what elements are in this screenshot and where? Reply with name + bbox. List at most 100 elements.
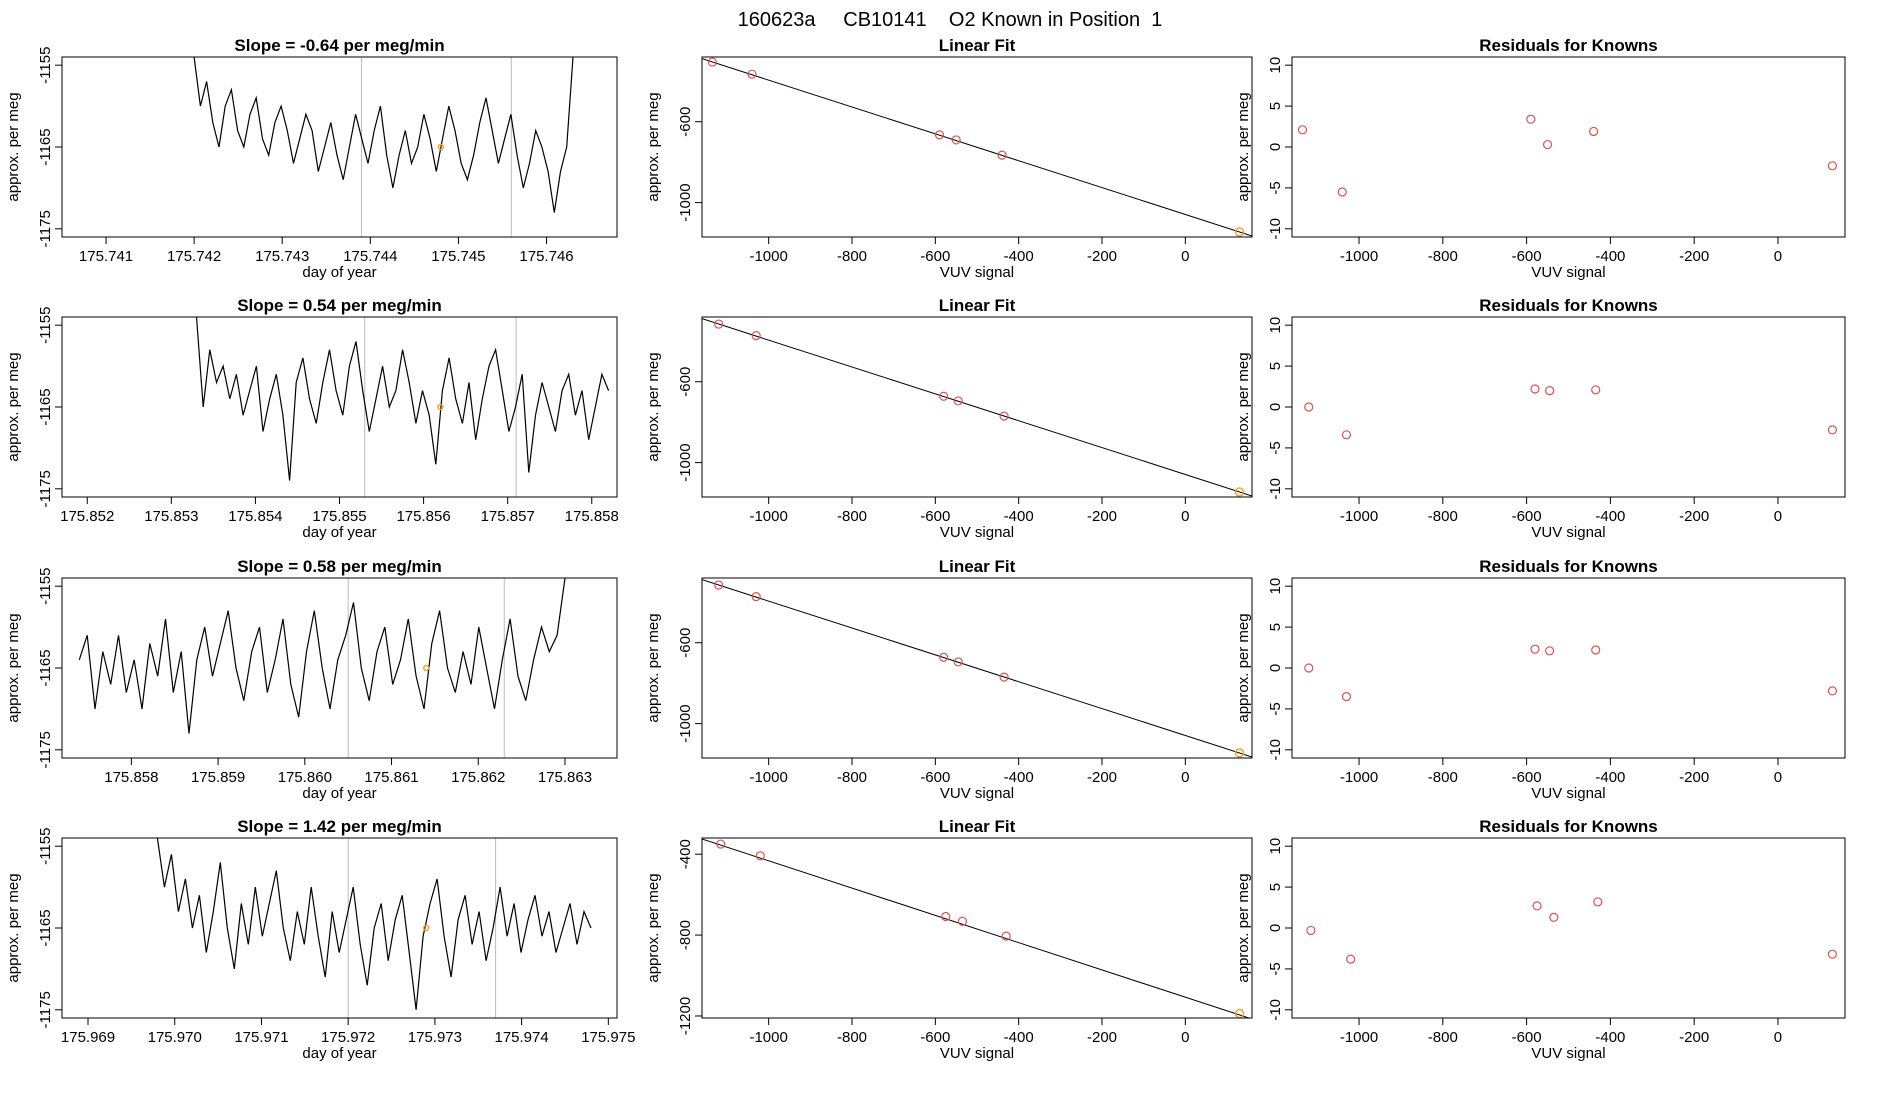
x-tick-label: -200 (1087, 508, 1117, 525)
data-point (1297, 125, 1308, 135)
y-tick-label: -5 (1267, 441, 1284, 454)
y-tick-label: -1165 (37, 909, 54, 946)
x-tick-label: 0 (1774, 248, 1782, 265)
data-point (1591, 385, 1601, 395)
x-tick-label: 175.975 (581, 1029, 635, 1046)
panel-title: Linear Fit (939, 36, 1016, 55)
plot-frame (1291, 56, 1846, 238)
x-tick-label: -600 (1512, 1029, 1542, 1046)
data-point (1304, 663, 1314, 673)
x-tick-label: 175.970 (148, 1029, 202, 1046)
plot-area (1297, 114, 1838, 197)
y-tick-label: -10 (1267, 218, 1284, 240)
y-tick-label: -1000 (677, 183, 694, 221)
data-point (1304, 402, 1314, 412)
x-tick-label: -400 (1004, 248, 1034, 265)
panel-title: Residuals for Knowns (1479, 817, 1658, 836)
y-tick-label: 0 (1267, 143, 1284, 151)
x-tick-label: -200 (1679, 769, 1709, 786)
y-tick-label: -5 (1267, 962, 1284, 975)
data-point (1526, 114, 1536, 124)
plot-frame (1291, 577, 1846, 759)
data-point (714, 580, 724, 590)
x-tick-label: 175.744 (343, 248, 397, 265)
data-point (1346, 954, 1356, 964)
x-tick-label: -400 (1004, 508, 1034, 525)
y-tick-label: -1175 (37, 210, 54, 247)
trace-panel-r2: Slope = 0.54 per meg/min 175.852 175.853 17… (5, 296, 619, 541)
linear-fit-panel-r3: Linear Fit -1000 -800 -600 -400 -200 0 -600 -100… (645, 557, 1253, 802)
x-tick-label: -200 (1087, 769, 1117, 786)
x-tick-label: 0 (1181, 508, 1189, 525)
x-tick-label: 175.860 (278, 769, 332, 786)
y-axis-label: approx. per meg (1235, 352, 1252, 461)
x-axis-label: day of year (302, 1045, 376, 1062)
x-tick-label: -1000 (749, 1029, 787, 1046)
x-tick-label: -600 (1512, 769, 1542, 786)
data-point (941, 911, 951, 922)
trace-panel-r1: Slope = -0.64 per meg/min 175.741 175.742 1… (5, 36, 618, 281)
x-tick-label: 175.746 (519, 248, 573, 265)
x-tick-label: -400 (1004, 1029, 1034, 1046)
residuals-panel-r1: Residuals for Knowns-1000 -800 -600 -400 -20… (1235, 36, 1846, 281)
x-tick-label: 175.863 (538, 769, 592, 786)
highlight-point (422, 924, 430, 932)
highlight-point (437, 143, 445, 151)
data-point (999, 411, 1009, 421)
x-axis-label: VUV signal (940, 264, 1014, 281)
x-tick-label: -200 (1087, 248, 1117, 265)
x-tick-label: -400 (1595, 1029, 1625, 1046)
data-point (1591, 645, 1601, 655)
data-point (953, 657, 963, 667)
data-point (951, 135, 961, 145)
highlight-point (1234, 487, 1245, 497)
x-axis-label: VUV signal (940, 524, 1014, 541)
plot-frame (701, 577, 1253, 759)
linear-fit-panel-r2: Linear Fit -1000 -800 -600 -400 -200 0 -600 -100… (645, 296, 1253, 541)
panel-title: Residuals for Knowns (1479, 36, 1658, 55)
x-tick-label: -800 (837, 769, 867, 786)
data-point (1530, 644, 1540, 654)
y-tick-label: -1155 (37, 828, 54, 865)
x-tick-label: 175.858 (104, 769, 158, 786)
plot-area (702, 838, 1251, 1018)
y-axis-label: approx. per meg (5, 613, 22, 722)
plot-frame (61, 837, 618, 1019)
y-tick-label: 0 (1267, 924, 1284, 932)
x-tick-label: 175.859 (191, 769, 245, 786)
y-tick-label: 0 (1267, 403, 1284, 411)
y-tick-label: -600 (677, 367, 694, 397)
y-tick-label: 5 (1267, 883, 1284, 891)
fit-line (702, 318, 1252, 497)
y-tick-label: 10 (1267, 317, 1284, 334)
x-tick-label: 175.852 (60, 508, 114, 525)
linear-fit-panel-r4: Linear Fit -1000 -800 -600 -400 -200 0 -400 -800… (645, 817, 1253, 1062)
residuals-panel-r3: Residuals for Knowns-1000 -800 -600 -400 -20… (1235, 557, 1846, 802)
plot-area (1304, 644, 1838, 702)
x-tick-label: -800 (1428, 1029, 1458, 1046)
y-tick-label: -1000 (677, 704, 694, 742)
plot-area (702, 57, 1252, 237)
y-tick-label: -1175 (37, 731, 54, 768)
highlight-point (1234, 227, 1245, 237)
plot-area (195, 317, 610, 497)
x-tick-label: 175.973 (408, 1029, 462, 1046)
y-axis-label: approx. per meg (1235, 873, 1252, 982)
panel-title: Slope = 1.42 per meg/min (237, 817, 442, 836)
y-axis-label: approx. per meg (5, 92, 22, 201)
y-tick-label: -10 (1267, 999, 1284, 1021)
data-point (751, 592, 761, 602)
data-point (714, 319, 724, 329)
x-tick-label: -1000 (1340, 1029, 1378, 1046)
series-line (193, 57, 574, 213)
x-tick-label: 175.853 (144, 508, 198, 525)
panel-title: Residuals for Knowns (1479, 296, 1658, 315)
x-tick-label: -400 (1004, 769, 1034, 786)
data-point (1542, 139, 1553, 150)
x-tick-label: -600 (920, 769, 950, 786)
x-axis-label: day of year (302, 524, 376, 541)
x-tick-label: -400 (1595, 508, 1625, 525)
x-tick-label: -600 (920, 508, 950, 525)
x-tick-label: 175.856 (396, 508, 450, 525)
